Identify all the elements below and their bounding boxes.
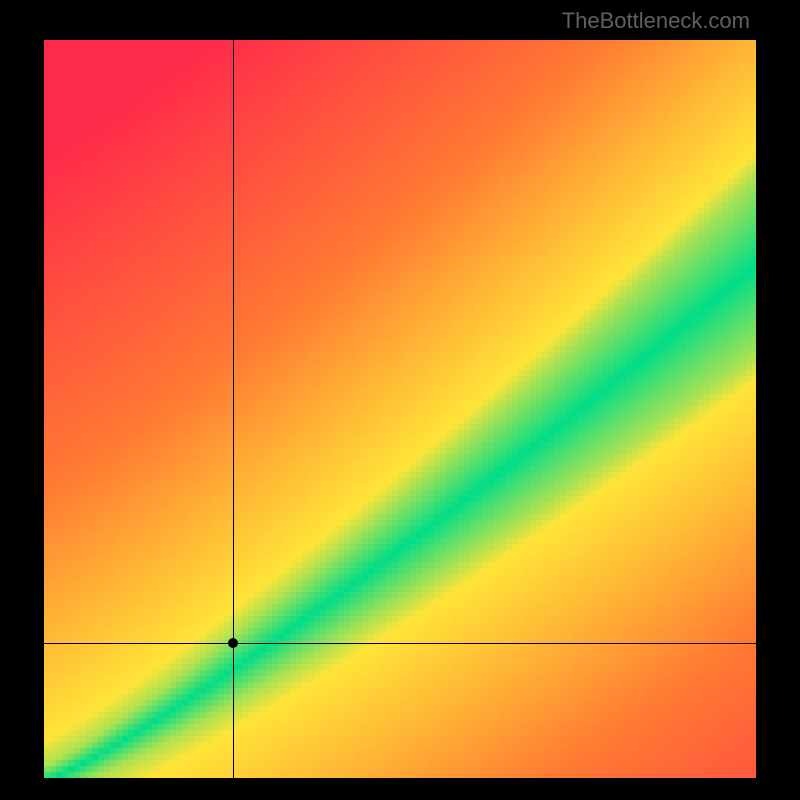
- watermark-text: TheBottleneck.com: [562, 8, 750, 34]
- heatmap-chart: [44, 40, 756, 778]
- crosshair-vertical: [233, 40, 234, 778]
- marker-dot: [228, 638, 238, 648]
- heatmap-canvas: [44, 40, 756, 778]
- crosshair-horizontal: [44, 643, 756, 644]
